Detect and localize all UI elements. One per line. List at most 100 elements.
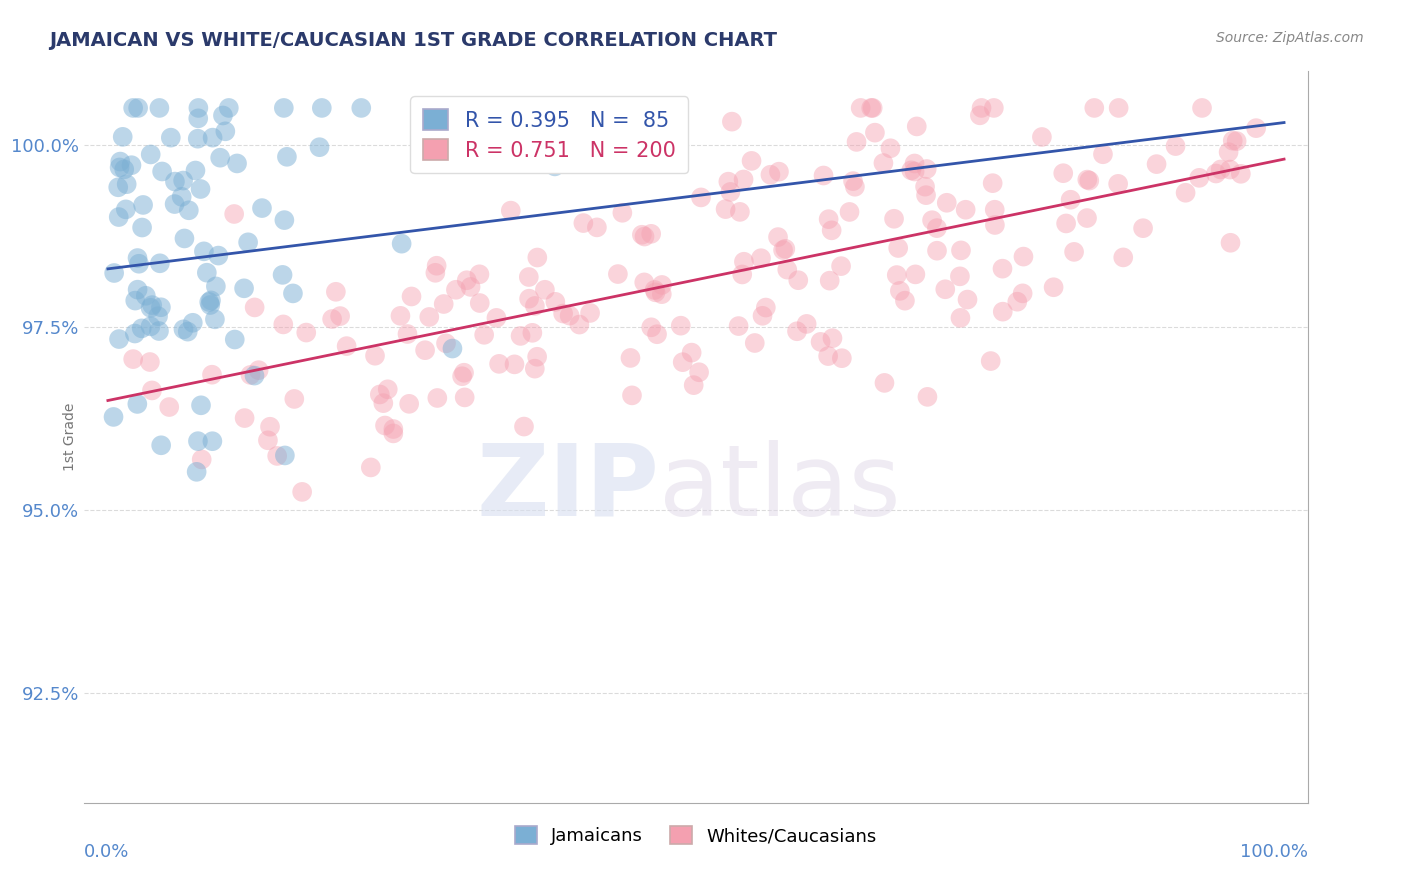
Point (772, 243, 794, 257)
Point (1078, 173, 1101, 187)
Point (373, 396, 395, 410)
Point (122, 352, 145, 367)
Point (1219, 235, 1241, 250)
Point (149, 256, 172, 270)
Point (1132, 221, 1154, 235)
Point (645, 327, 668, 342)
Point (1188, 170, 1211, 185)
Point (401, 289, 423, 303)
Point (633, 229, 655, 244)
Point (212, 108, 235, 122)
Point (517, 292, 540, 306)
Point (718, 185, 741, 199)
Point (509, 329, 531, 343)
Point (842, 174, 865, 188)
Point (107, 210, 129, 224)
Point (682, 378, 704, 392)
Point (186, 465, 208, 479)
Point (233, 411, 256, 425)
Point (879, 141, 901, 155)
Point (921, 213, 943, 227)
Point (236, 235, 259, 250)
Point (817, 349, 839, 363)
Point (204, 312, 226, 326)
Point (883, 211, 905, 226)
Point (741, 153, 763, 168)
Point (1230, 167, 1253, 181)
Point (177, 203, 200, 218)
Point (460, 280, 482, 294)
Text: JAMAICAN VS WHITE/CAUCASIAN 1ST GRADE CORRELATION CHART: JAMAICAN VS WHITE/CAUCASIAN 1ST GRADE CO… (49, 31, 778, 50)
Point (731, 268, 754, 282)
Point (157, 400, 180, 414)
Point (759, 168, 782, 182)
Point (690, 190, 713, 204)
Point (336, 339, 359, 353)
Point (517, 270, 540, 285)
Point (209, 151, 232, 165)
Point (273, 213, 295, 227)
Point (108, 161, 131, 175)
Point (444, 283, 467, 297)
Point (727, 319, 749, 334)
Point (766, 230, 789, 244)
Point (568, 318, 591, 332)
Point (187, 112, 209, 126)
Text: 100.0%: 100.0% (1240, 843, 1308, 861)
Point (205, 279, 228, 293)
Point (621, 388, 644, 402)
Point (201, 130, 224, 145)
Point (863, 126, 886, 140)
Point (110, 154, 132, 169)
Point (796, 317, 818, 331)
Text: Source: ZipAtlas.com: Source: ZipAtlas.com (1216, 31, 1364, 45)
Point (325, 285, 347, 299)
Point (441, 342, 464, 356)
Point (633, 276, 655, 290)
Point (111, 129, 134, 144)
Point (1031, 130, 1053, 145)
Point (917, 390, 939, 404)
Point (163, 197, 186, 211)
Point (200, 293, 222, 308)
Point (283, 392, 305, 406)
Point (426, 391, 449, 405)
Point (201, 368, 224, 382)
Point (226, 156, 249, 170)
Point (925, 221, 948, 235)
Point (434, 336, 457, 351)
Point (991, 261, 1014, 276)
Point (721, 114, 744, 128)
Point (714, 202, 737, 216)
Point (173, 231, 195, 245)
Point (291, 484, 314, 499)
Point (1042, 280, 1064, 294)
Point (131, 321, 153, 335)
Point (121, 158, 143, 172)
Point (454, 391, 477, 405)
Point (259, 419, 281, 434)
Point (903, 156, 925, 170)
Point (810, 334, 832, 349)
Point (1164, 139, 1187, 153)
Point (914, 179, 936, 194)
Point (250, 201, 273, 215)
Point (970, 101, 993, 115)
Point (844, 179, 866, 194)
Point (187, 101, 209, 115)
Point (915, 188, 938, 202)
Point (360, 460, 382, 475)
Point (184, 163, 207, 178)
Point (451, 369, 474, 384)
Point (558, 309, 581, 323)
Point (131, 220, 153, 235)
Point (146, 309, 169, 323)
Text: 0.0%: 0.0% (84, 843, 129, 861)
Point (1012, 250, 1035, 264)
Point (413, 343, 436, 358)
Point (817, 212, 839, 227)
Point (453, 366, 475, 380)
Point (873, 376, 896, 390)
Point (728, 205, 751, 219)
Point (187, 131, 209, 145)
